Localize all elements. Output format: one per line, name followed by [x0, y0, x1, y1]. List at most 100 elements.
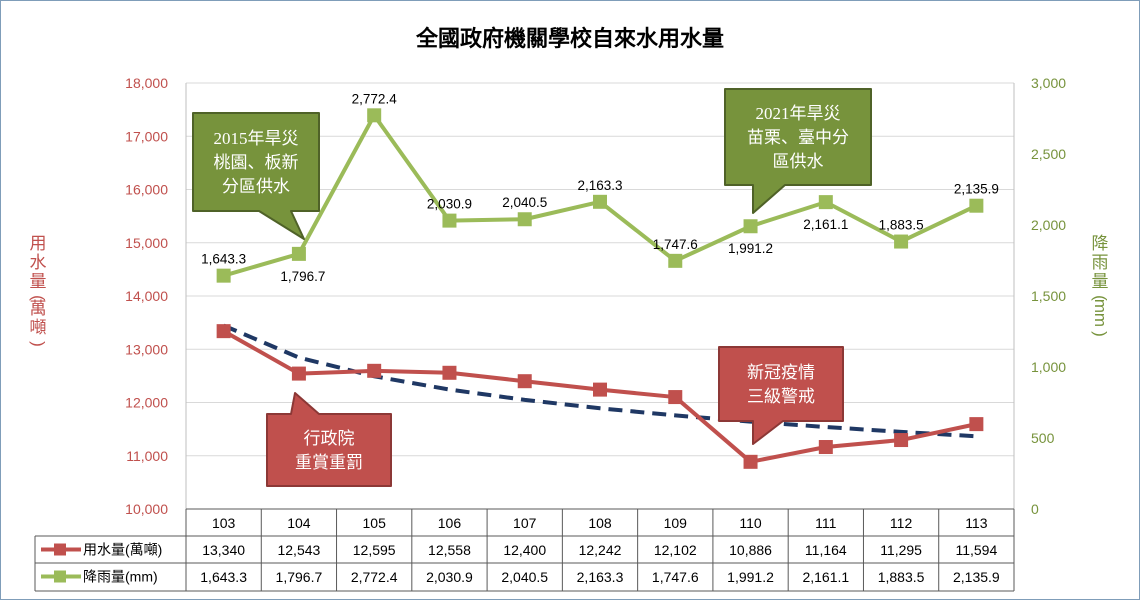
rain-point: [442, 213, 457, 228]
callout-shape: [718, 346, 844, 445]
rain-data-label: 2,135.9: [954, 182, 999, 197]
water-table-cell: 12,400: [503, 542, 546, 558]
rain-data-label: 1,643.3: [201, 252, 246, 267]
x-category-label: 109: [664, 515, 688, 531]
x-category-label: 107: [513, 515, 537, 531]
callout-shape: [192, 112, 320, 240]
rain-table-cell: 1,883.5: [878, 569, 925, 585]
rain-data-label: 1,747.6: [653, 237, 698, 252]
rain-table-cell: 2,163.3: [577, 569, 624, 585]
rain-point: [969, 198, 984, 213]
rain-point: [743, 219, 758, 234]
rain-point: [367, 108, 382, 123]
water-point: [517, 374, 532, 389]
svg-text:降: 降: [1092, 234, 1109, 253]
rain-data-label: 2,772.4: [352, 91, 398, 106]
x-category-label: 112: [890, 515, 913, 531]
rain-table-cell: 1,747.6: [652, 569, 699, 585]
rain-point: [517, 212, 532, 227]
left-tick-label: 13,000: [125, 341, 168, 357]
water-point: [969, 417, 984, 432]
right-tick-label: 1,000: [1031, 359, 1066, 375]
svg-text:噸: 噸: [30, 318, 47, 337]
callout-text: 三級警戒: [747, 387, 815, 406]
svg-text:量: 量: [1092, 272, 1109, 291]
rain-data-label: 1,796.7: [280, 269, 325, 284]
rain-table-cell: 2,161.1: [802, 569, 849, 585]
left-tick-label: 18,000: [125, 75, 168, 91]
svg-text:用: 用: [30, 234, 47, 253]
x-category-label: 104: [287, 515, 311, 531]
right-tick-label: 2,500: [1031, 146, 1066, 162]
rain-table-cell: 2,040.5: [501, 569, 548, 585]
rain-table-cell: 1,643.3: [200, 569, 247, 585]
left-tick-label: 12,000: [125, 395, 168, 411]
chart-title: 全國政府機關學校自來水用水量: [415, 26, 724, 51]
rain-point: [216, 268, 231, 283]
rain-data-label: 2,161.1: [803, 217, 848, 232]
water-point: [894, 433, 909, 448]
callout-text: 新冠疫情: [747, 363, 815, 382]
left-tick-label: 14,000: [125, 288, 168, 304]
callout-text: 重賞重罰: [295, 453, 363, 472]
callout-text: 區供水: [773, 152, 824, 171]
svg-text:萬: 萬: [30, 299, 47, 318]
left-axis-title: 用水量 (萬噸): [29, 234, 48, 347]
right-tick-label: 2,000: [1031, 217, 1066, 233]
svg-text:m: m: [1091, 313, 1110, 327]
x-category-label: 111: [815, 515, 836, 531]
rain-table-cell: 1,796.7: [276, 569, 323, 585]
rain-data-label: 2,030.9: [427, 197, 472, 212]
rain-table-cell: 2,135.9: [953, 569, 1000, 585]
x-category-label: 110: [739, 515, 762, 531]
water-point: [291, 366, 306, 381]
callout-text: 分區供水: [222, 177, 290, 196]
rain-table-cell: 2,030.9: [426, 569, 473, 585]
data-table: 103 104 105 106 107 108 109 110 111 112 113 用水量(萬噸)…: [34, 508, 1015, 592]
water-table-cell: 12,242: [579, 542, 622, 558]
water-legend-label: 用水量(萬噸): [83, 542, 162, 558]
callout-shape: [266, 392, 392, 487]
callout-text: 苗栗、臺中分: [747, 128, 849, 147]
left-tick-label: 11,000: [126, 448, 168, 464]
water-table-cell: 12,558: [428, 542, 471, 558]
svg-text:(: (: [29, 295, 48, 301]
x-category-label: 105: [363, 515, 387, 531]
water-legend-marker: [54, 543, 66, 556]
axes: 10,000 11,000 12,000 13,000 14,000 15,000 16,0…: [29, 75, 1110, 517]
water-table-cell: 11,295: [880, 542, 922, 558]
callout-text: 行政院: [304, 429, 355, 448]
left-tick-label: 10,000: [125, 501, 168, 517]
rain-point: [291, 246, 306, 261]
water-point: [593, 382, 607, 397]
svg-text:): ): [29, 341, 48, 347]
rain-point: [668, 253, 683, 268]
water-table-cell: 12,595: [353, 542, 396, 558]
svg-text:水: 水: [30, 253, 47, 272]
left-tick-label: 17,000: [125, 128, 168, 144]
rain-legend-marker: [54, 570, 66, 583]
rain-point: [894, 234, 909, 249]
water-table-cell: 12,543: [277, 542, 320, 558]
water-point: [818, 440, 833, 455]
water-point: [216, 324, 231, 339]
rain-table-cell: 1,991.2: [727, 569, 774, 585]
left-tick-label: 16,000: [125, 182, 168, 198]
water-point: [668, 390, 683, 405]
water-table-cell: 13,340: [202, 542, 245, 558]
data-labels: 1,643.3 1,796.7 2,772.4 2,030.9 2,040.5 2,163…: [201, 91, 999, 284]
x-category-label: 113: [965, 515, 988, 531]
rain-point: [818, 195, 833, 210]
water-point: [743, 454, 758, 469]
right-axis-title: 降雨量(mm): [1091, 234, 1110, 337]
x-category-label: 103: [212, 515, 236, 531]
water-table-cell: 11,594: [955, 542, 997, 558]
right-tick-label: 500: [1031, 430, 1055, 446]
